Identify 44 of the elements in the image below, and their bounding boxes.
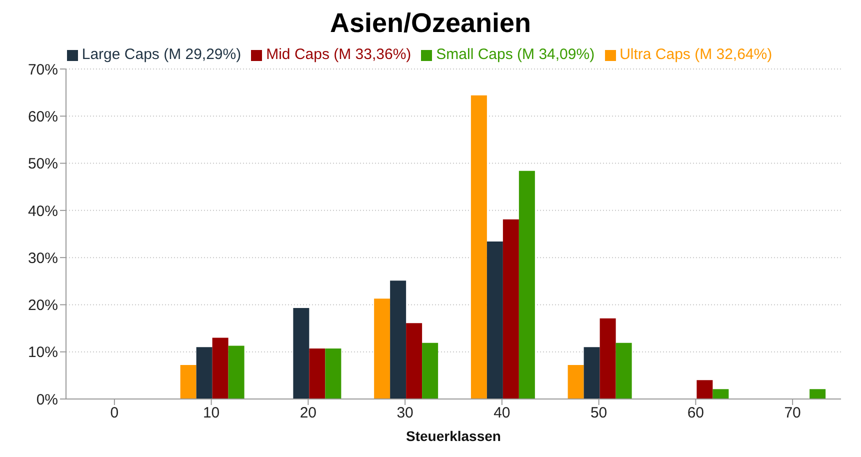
- bar: [406, 323, 422, 399]
- legend-label: Small Caps (M 34,09%): [436, 46, 595, 63]
- bar: [228, 346, 244, 399]
- x-tick-label: 30: [396, 404, 414, 422]
- x-tick-label: 40: [494, 404, 510, 422]
- bar: [325, 348, 342, 399]
- bar: [712, 389, 729, 399]
- y-tick-label: 30%: [28, 250, 58, 267]
- x-tick-label: 70: [784, 404, 801, 422]
- bar: [180, 365, 196, 399]
- bar: [212, 338, 228, 399]
- x-tick-label: 60: [687, 404, 704, 422]
- bar: [390, 280, 406, 399]
- bar: [502, 219, 519, 399]
- bar: [293, 308, 310, 399]
- x-tick-label: 20: [300, 404, 317, 422]
- legend-label: Mid Caps (M 33,36%): [266, 46, 412, 63]
- y-tick-label: 40%: [28, 202, 58, 220]
- bar: [374, 298, 390, 399]
- y-tick-label: 70%: [28, 61, 58, 78]
- bar: [309, 348, 326, 399]
- bar: [196, 347, 212, 399]
- legend-label: Large Caps (M 29,29%): [82, 46, 242, 63]
- bar: [568, 365, 584, 399]
- bar: [616, 342, 632, 399]
- y-tick-label: 60%: [28, 108, 58, 126]
- bar: [810, 389, 826, 399]
- bar: [422, 342, 438, 399]
- y-tick-label: 0%: [36, 391, 58, 408]
- bar: [486, 242, 503, 399]
- x-tick-label: 50: [590, 404, 608, 422]
- bar: [470, 95, 487, 399]
- legend-label: Ultra Caps (M 32,64%): [620, 46, 772, 63]
- chart-title: Asien/Ozeanien: [328, 8, 532, 40]
- y-tick-label: 50%: [28, 156, 58, 173]
- y-tick-label: 20%: [28, 297, 58, 314]
- bar: [584, 347, 600, 399]
- x-tick-label: 0: [110, 404, 119, 422]
- x-axis-title: Steuerklassen: [406, 428, 501, 444]
- bar: [600, 318, 616, 399]
- y-tick-label: 10%: [28, 344, 58, 362]
- bar: [696, 380, 713, 399]
- bar: [518, 170, 535, 399]
- x-tick-label: 10: [202, 404, 220, 422]
